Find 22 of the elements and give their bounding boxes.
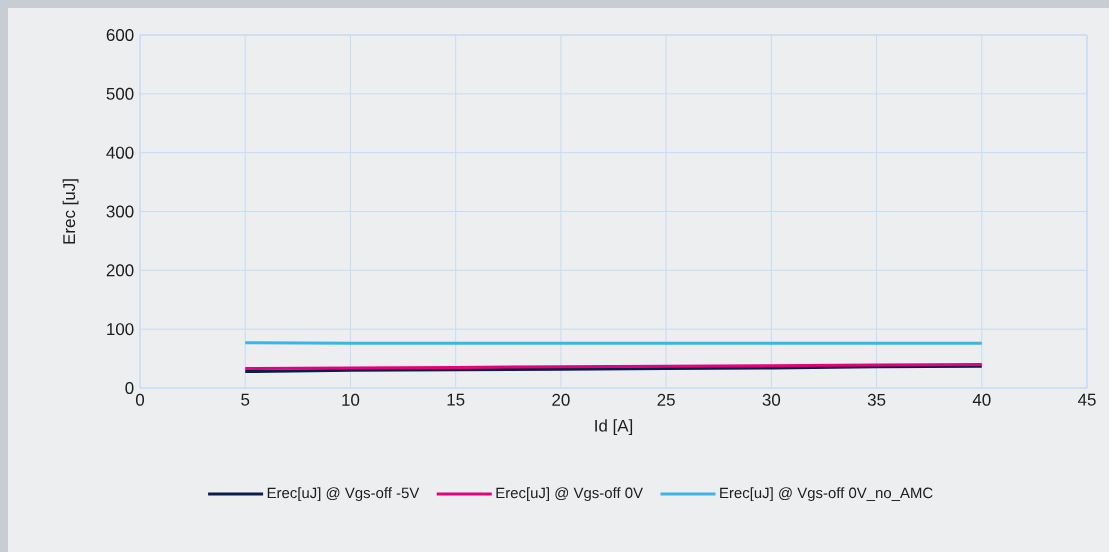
x-tick-label: 10 xyxy=(342,393,360,406)
x-tick-label: 40 xyxy=(972,393,991,406)
y-tick-label: 600 xyxy=(106,28,134,41)
legend-label: Erec[uJ] @ Vgs-off 0V xyxy=(496,487,643,502)
y-tick-label: 200 xyxy=(106,264,134,277)
legend-label: Erec[uJ] @ Vgs-off -5V xyxy=(267,487,420,502)
x-axis-title: Id [A] xyxy=(595,419,633,436)
x-tick-label: 30 xyxy=(762,393,781,406)
y-tick-label: 500 xyxy=(106,87,134,100)
y-tick-label: 400 xyxy=(106,146,134,159)
x-tick-label: 25 xyxy=(657,393,675,406)
x-tick-label: 5 xyxy=(241,393,250,406)
y-axis-title: Erec [uJ] xyxy=(62,179,79,244)
y-tick-label: 300 xyxy=(106,205,134,218)
x-tick-label: 35 xyxy=(867,393,886,406)
y-tick-label: 0 xyxy=(125,381,134,394)
x-tick-label: 15 xyxy=(447,393,465,406)
x-tick-label: 20 xyxy=(552,393,570,406)
x-tick-label: 45 xyxy=(1077,393,1096,406)
x-tick-label: 0 xyxy=(135,393,145,406)
legend-label: Erec[uJ] @ Vgs-off 0V_no_AMC xyxy=(720,487,933,502)
y-tick-label: 100 xyxy=(107,323,134,336)
